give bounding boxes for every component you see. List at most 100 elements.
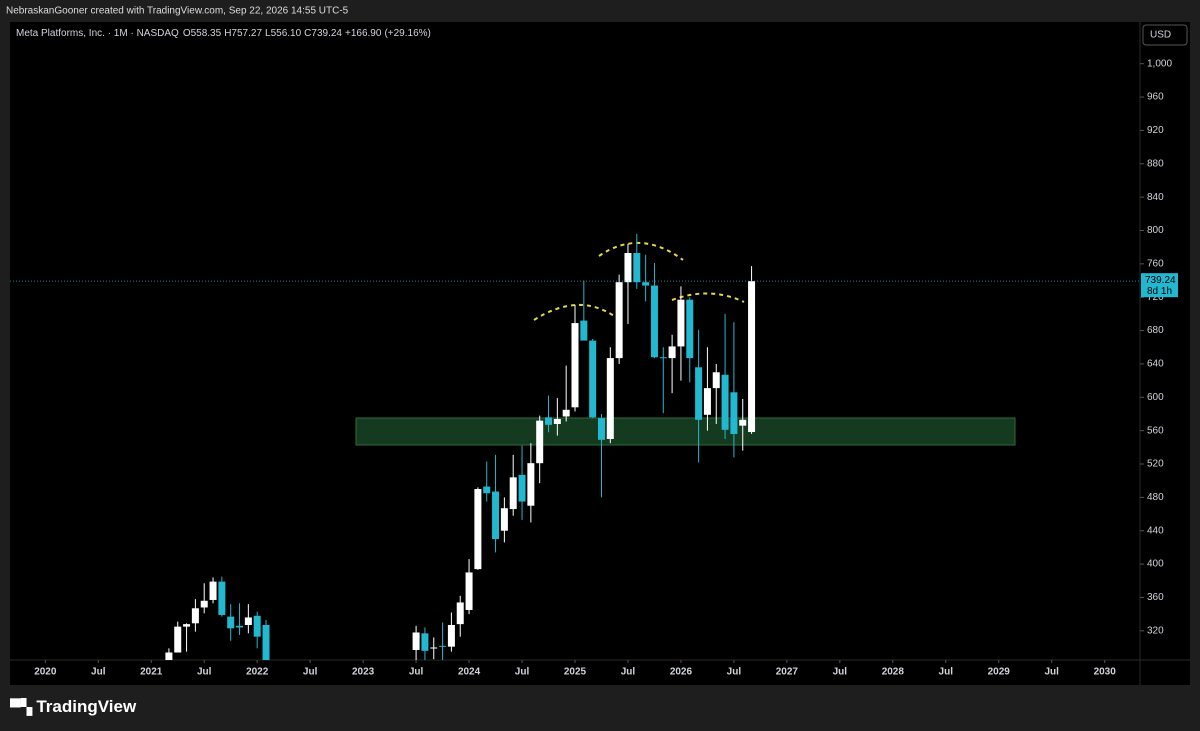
x-tick-label: Jul [727, 667, 742, 678]
plot-background [10, 22, 1190, 685]
candle-body [536, 420, 544, 464]
y-tick-label: 840 [1147, 192, 1164, 203]
logo-mark: ▀▚ [10, 698, 36, 716]
candle-body [244, 617, 252, 625]
legend-change: +166.90 [345, 28, 382, 39]
candle-body [218, 581, 226, 615]
candle-body [253, 615, 261, 637]
legend: Meta Platforms, Inc. · 1M · NASDAQ O558.3… [16, 28, 431, 39]
candle-body [597, 418, 605, 440]
candle-body [200, 600, 208, 608]
candle-body [589, 340, 597, 418]
y-tick-label: 680 [1147, 325, 1164, 336]
candle-body [721, 374, 729, 430]
x-tick-label: 2020 [34, 667, 57, 678]
y-tick-label: 920 [1147, 125, 1164, 136]
candle-body [553, 418, 561, 424]
x-tick-label: Jul [409, 667, 424, 678]
x-tick-label: Jul [621, 667, 636, 678]
x-tick-label: Jul [833, 667, 848, 678]
candle-body [447, 624, 455, 647]
candle-body [509, 477, 517, 510]
x-tick-label: 2025 [564, 667, 587, 678]
legend-title: Meta Platforms, Inc. · 1M · NASDAQ [16, 28, 179, 39]
candle-body [739, 419, 747, 426]
x-tick-label: 2030 [1094, 667, 1117, 678]
candle-body [624, 253, 632, 283]
candle-body [483, 486, 491, 494]
candle-body [668, 346, 676, 359]
candle-body [456, 602, 464, 625]
y-tick-label: 400 [1147, 559, 1164, 570]
y-tick-label: 480 [1147, 492, 1164, 503]
candle-body [518, 474, 526, 502]
x-tick-label: Jul [939, 667, 954, 678]
candle-body [642, 282, 650, 286]
shoulder-arc [671, 292, 745, 303]
x-tick-label: Jul [91, 667, 106, 678]
candle-body [209, 581, 217, 600]
candle-body [580, 320, 588, 341]
legend-label: H [224, 28, 231, 39]
candle-body [606, 358, 614, 439]
y-tick-label: 800 [1147, 225, 1164, 236]
candle-body [191, 608, 199, 624]
x-tick-label: Jul [1044, 667, 1059, 678]
candle-body [474, 489, 482, 570]
candles [165, 233, 756, 660]
candle-body [712, 372, 720, 389]
last-price-box [1141, 273, 1178, 298]
y-tick-label: 440 [1147, 525, 1164, 536]
legend-value: 558.35 [191, 28, 222, 39]
y-tick-label: 520 [1147, 459, 1164, 470]
legend-change-pct: (+29.16%) [384, 28, 430, 39]
header: NebraskanGooner created with TradingView… [6, 6, 349, 17]
candle-body [500, 508, 508, 531]
candle-body [439, 645, 447, 647]
countdown: 8d 1h [1147, 286, 1172, 297]
legend-label: C [304, 28, 311, 39]
candle-body [430, 647, 438, 649]
y-tick-label: 720 [1147, 292, 1164, 303]
candle-body [730, 392, 738, 434]
logo-text: TradingView [36, 697, 137, 716]
support-zone [355, 417, 1016, 446]
legend-value: 739.24 [311, 28, 342, 39]
currency[interactable]: USD [1150, 30, 1171, 41]
currency-button[interactable] [1142, 24, 1188, 46]
candle-body [465, 572, 473, 610]
y-tick-label: 880 [1147, 158, 1164, 169]
candle-body [615, 282, 623, 359]
x-tick-label: 2021 [140, 667, 163, 678]
candle-body [686, 299, 694, 359]
candle-body [421, 633, 429, 651]
x-tick-label: 2028 [882, 667, 905, 678]
legend-value: 757.27 [231, 28, 262, 39]
y-tick-label: 960 [1147, 92, 1164, 103]
legend-value: 556.10 [271, 28, 302, 39]
x-tick-label: 2024 [458, 667, 481, 678]
x-tick-label: Jul [197, 667, 212, 678]
candle-body [659, 357, 667, 359]
x-tick-label: Jul [303, 667, 318, 678]
candle-body [165, 652, 173, 660]
legend-label: L [265, 28, 271, 39]
y-tick-label: 320 [1147, 625, 1164, 636]
candle-body [174, 626, 182, 653]
x-tick-label: Jul [515, 667, 530, 678]
candle-body [703, 388, 711, 415]
candle-body [545, 417, 553, 425]
legend-label: O [183, 28, 191, 39]
candle-body [633, 253, 641, 283]
candle-body [677, 299, 685, 347]
candle-body [650, 285, 658, 358]
candle-body [262, 624, 270, 660]
x-tick-label: 2029 [988, 667, 1011, 678]
y-tick-label: 600 [1147, 392, 1164, 403]
candle-body [562, 409, 570, 417]
candle-body [571, 323, 579, 408]
y-tick-label: 1,000 [1147, 58, 1172, 69]
x-tick-label: 2023 [352, 667, 375, 678]
